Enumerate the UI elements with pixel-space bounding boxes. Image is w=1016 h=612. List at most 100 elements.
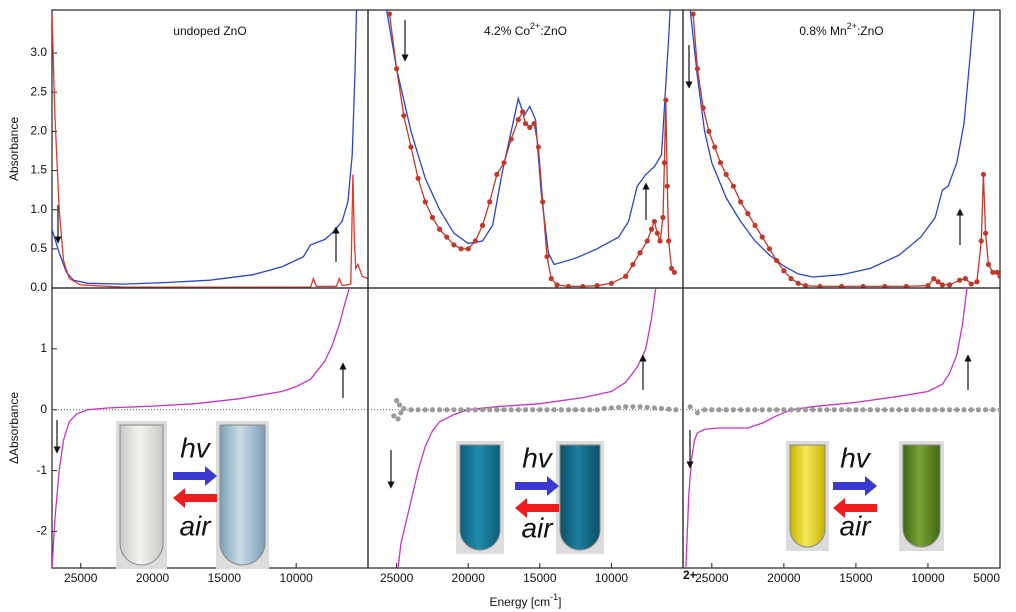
data-point (968, 407, 974, 413)
data-point (408, 407, 414, 413)
data-point (394, 66, 400, 72)
data-point (709, 407, 715, 413)
arrow-forward (173, 466, 217, 486)
y-tick-label: 1.0 (30, 202, 47, 216)
data-point (472, 407, 478, 413)
data-point (990, 269, 996, 275)
data-point (644, 404, 650, 410)
data-point (465, 246, 471, 252)
data-point (838, 407, 845, 413)
data-point (774, 257, 780, 264)
data-point (961, 407, 967, 413)
tube (219, 424, 266, 566)
data-point (954, 407, 960, 413)
data-point (664, 183, 670, 189)
data-point (436, 226, 443, 232)
panel-title: undoped ZnO (173, 24, 246, 38)
data-line (692, 13, 1000, 288)
data-point (795, 280, 801, 286)
data-point (980, 171, 987, 178)
y-tick-label: 1.5 (30, 163, 47, 177)
data-point (974, 279, 980, 285)
data-point (551, 407, 557, 413)
tube (119, 424, 164, 566)
hv-label: hv (522, 442, 554, 473)
plot-area (385, 10, 678, 288)
data-point (544, 407, 550, 413)
data-point (451, 407, 457, 413)
data-point (946, 407, 953, 413)
data-point (644, 238, 650, 244)
data-point (654, 230, 660, 236)
data-point (565, 283, 572, 288)
data-point (657, 238, 663, 244)
data-point (867, 407, 873, 413)
data-point (752, 222, 758, 228)
y-tick-label: 2.0 (30, 124, 47, 138)
data-point (458, 407, 464, 413)
x-tick-label: 15000 (839, 571, 873, 585)
data-point (527, 124, 533, 131)
x-tick-label: 5000 (973, 571, 1000, 585)
data-point (630, 404, 636, 410)
hv-label: hv (180, 432, 212, 463)
plot-area (52, 10, 368, 288)
data-line (685, 288, 968, 568)
panel-title-sup: 2+ (847, 21, 857, 31)
x-tick-label: 20000 (136, 571, 170, 585)
panel-frame (682, 287, 1001, 569)
data-point (391, 413, 397, 419)
data-point (530, 407, 536, 413)
data-point (535, 144, 541, 150)
arrow-back (515, 498, 559, 518)
data-point (472, 238, 478, 244)
data-point (415, 407, 421, 413)
data-point (903, 283, 909, 288)
data-point (408, 144, 414, 150)
data-point (853, 407, 859, 413)
y-tick-label: -1 (36, 463, 47, 477)
data-point (962, 276, 969, 282)
data-point (661, 160, 667, 166)
x-axis-label-end: ] (558, 595, 561, 609)
data-point (882, 283, 888, 288)
data-point (903, 407, 909, 413)
data-point (396, 402, 403, 408)
data-point (759, 407, 765, 413)
data-point (939, 282, 945, 288)
data-point (422, 407, 428, 413)
data-point (558, 407, 564, 413)
data-point (874, 407, 881, 413)
data-point (994, 269, 1000, 275)
x-axis-label-main: Energy [cm (489, 595, 550, 609)
data-point (985, 261, 992, 268)
data-point (817, 283, 823, 288)
data-point (608, 280, 615, 286)
data-point (580, 407, 586, 413)
tube (559, 444, 601, 551)
data-point (601, 405, 607, 412)
panel-title-end: :ZnO (857, 24, 884, 38)
data-point (831, 407, 837, 413)
data-point (666, 238, 672, 244)
data-point (465, 407, 471, 413)
arrow-forward (833, 476, 877, 496)
data-point (398, 410, 404, 416)
y-tick-label: -2 (36, 524, 47, 538)
data-point (651, 405, 657, 411)
data-point (663, 97, 669, 103)
x-tick-label: 10000 (595, 571, 629, 585)
panel-frame (367, 9, 684, 289)
data-point (671, 269, 678, 275)
data-point (444, 234, 450, 240)
data-point (615, 404, 622, 410)
data-point (706, 128, 712, 134)
data-point (925, 283, 931, 288)
data-line (52, 13, 368, 288)
x-tick-label: 15000 (523, 571, 557, 585)
data-point (554, 282, 560, 288)
data-point (623, 404, 629, 410)
data-point (637, 404, 643, 410)
panel-frame (682, 9, 1001, 289)
panel-frame (51, 9, 369, 289)
